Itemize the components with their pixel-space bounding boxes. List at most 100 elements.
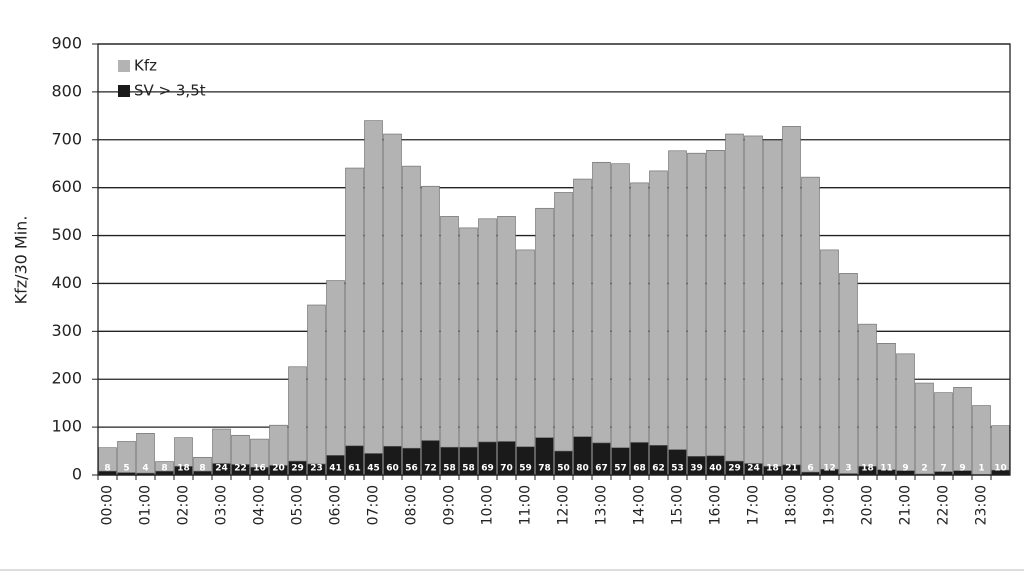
value-label: 22 xyxy=(234,464,247,474)
value-label: 69 xyxy=(481,464,494,474)
y-tick-label: 500 xyxy=(51,225,82,244)
bar xyxy=(839,273,858,476)
value-label: 29 xyxy=(291,464,304,474)
x-tick-label: 21:00 xyxy=(898,485,914,525)
bar xyxy=(763,139,782,476)
value-label: 39 xyxy=(690,464,703,474)
bar xyxy=(554,192,573,476)
y-tick-label: 800 xyxy=(51,81,82,100)
value-label: 45 xyxy=(367,464,380,474)
x-tick-label: 19:00 xyxy=(822,485,838,525)
value-label: 59 xyxy=(519,464,532,474)
value-label: 18 xyxy=(861,464,874,474)
x-tick-label: 03:00 xyxy=(214,485,230,525)
bar xyxy=(649,170,668,476)
value-label: 50 xyxy=(557,464,570,474)
value-label: 72 xyxy=(424,464,437,474)
value-label: 61 xyxy=(348,464,361,474)
value-label: 8 xyxy=(199,464,205,474)
x-tick-label: 13:00 xyxy=(594,485,610,525)
value-label: 7 xyxy=(940,464,946,474)
x-tick-label: 05:00 xyxy=(290,485,306,525)
x-tick-label: 22:00 xyxy=(936,485,952,525)
value-label: 16 xyxy=(253,464,266,474)
value-label: 23 xyxy=(310,464,323,474)
value-label: 57 xyxy=(614,464,627,474)
value-label: 8 xyxy=(104,464,110,474)
bar xyxy=(744,135,763,476)
x-tick-label: 08:00 xyxy=(404,485,420,525)
value-label: 29 xyxy=(728,464,741,474)
value-label: 9 xyxy=(959,464,965,474)
bar xyxy=(573,178,592,476)
x-tick-label: 12:00 xyxy=(556,485,572,525)
legend-label: SV > 3,5t xyxy=(134,82,206,100)
value-label: 60 xyxy=(386,464,399,474)
value-label: 24 xyxy=(215,464,228,474)
bar xyxy=(326,280,345,476)
value-label: 6 xyxy=(807,464,813,474)
bar xyxy=(801,176,820,476)
x-tick-label: 01:00 xyxy=(138,485,154,525)
bar xyxy=(288,366,307,476)
value-label: 68 xyxy=(633,464,646,474)
value-label: 11 xyxy=(880,464,893,474)
value-label: 18 xyxy=(766,464,779,474)
value-label: 41 xyxy=(329,464,342,474)
bar xyxy=(630,182,649,476)
value-label: 53 xyxy=(671,464,684,474)
value-label: 1 xyxy=(978,464,984,474)
legend-swatch xyxy=(118,60,130,72)
bar xyxy=(345,167,364,476)
x-tick-label: 11:00 xyxy=(518,485,534,525)
bar xyxy=(592,161,611,476)
bar xyxy=(364,120,383,476)
value-label: 20 xyxy=(272,464,285,474)
value-label: 62 xyxy=(652,464,665,474)
value-label: 67 xyxy=(595,464,608,474)
plot-border xyxy=(97,43,1011,476)
x-tick-label: 06:00 xyxy=(328,485,344,525)
bar xyxy=(402,165,421,476)
value-label: 70 xyxy=(500,464,513,474)
x-tick-label: 10:00 xyxy=(480,485,496,525)
bar xyxy=(896,353,915,476)
bar xyxy=(440,216,459,476)
value-label: 3 xyxy=(845,464,851,474)
value-label: 80 xyxy=(576,464,589,474)
value-label: 58 xyxy=(443,464,456,474)
bar xyxy=(497,216,516,476)
x-tick-label: 02:00 xyxy=(176,485,192,525)
x-tick-label: 15:00 xyxy=(670,485,686,525)
value-label: 8 xyxy=(161,464,167,474)
value-label: 12 xyxy=(823,464,836,474)
y-tick-label: 200 xyxy=(51,369,82,388)
x-tick-label: 17:00 xyxy=(746,485,762,525)
value-label: 21 xyxy=(785,464,798,474)
x-tick-label: 09:00 xyxy=(442,485,458,525)
legend-label: Kfz xyxy=(134,57,157,75)
bar xyxy=(877,343,896,476)
y-tick-label: 700 xyxy=(51,129,82,148)
bar xyxy=(706,150,725,476)
bar xyxy=(725,133,744,476)
y-tick-label: 400 xyxy=(51,273,82,292)
value-label: 56 xyxy=(405,464,418,474)
bar xyxy=(535,207,554,476)
value-label: 4 xyxy=(142,464,148,474)
legend-swatch xyxy=(118,85,130,97)
x-tick-label: 20:00 xyxy=(860,485,876,525)
value-label: 40 xyxy=(709,464,722,474)
x-tick-label: 23:00 xyxy=(974,485,990,525)
y-tick-label: 600 xyxy=(51,177,82,196)
bar xyxy=(953,387,972,476)
y-axis-label: Kfz/30 Min. xyxy=(12,216,31,305)
bar xyxy=(421,185,440,476)
bar xyxy=(516,249,535,476)
bar xyxy=(668,150,687,476)
value-label: 78 xyxy=(538,464,551,474)
x-tick-label: 16:00 xyxy=(708,485,724,525)
x-tick-label: 00:00 xyxy=(100,485,116,525)
x-tick-label: 14:00 xyxy=(632,485,648,525)
